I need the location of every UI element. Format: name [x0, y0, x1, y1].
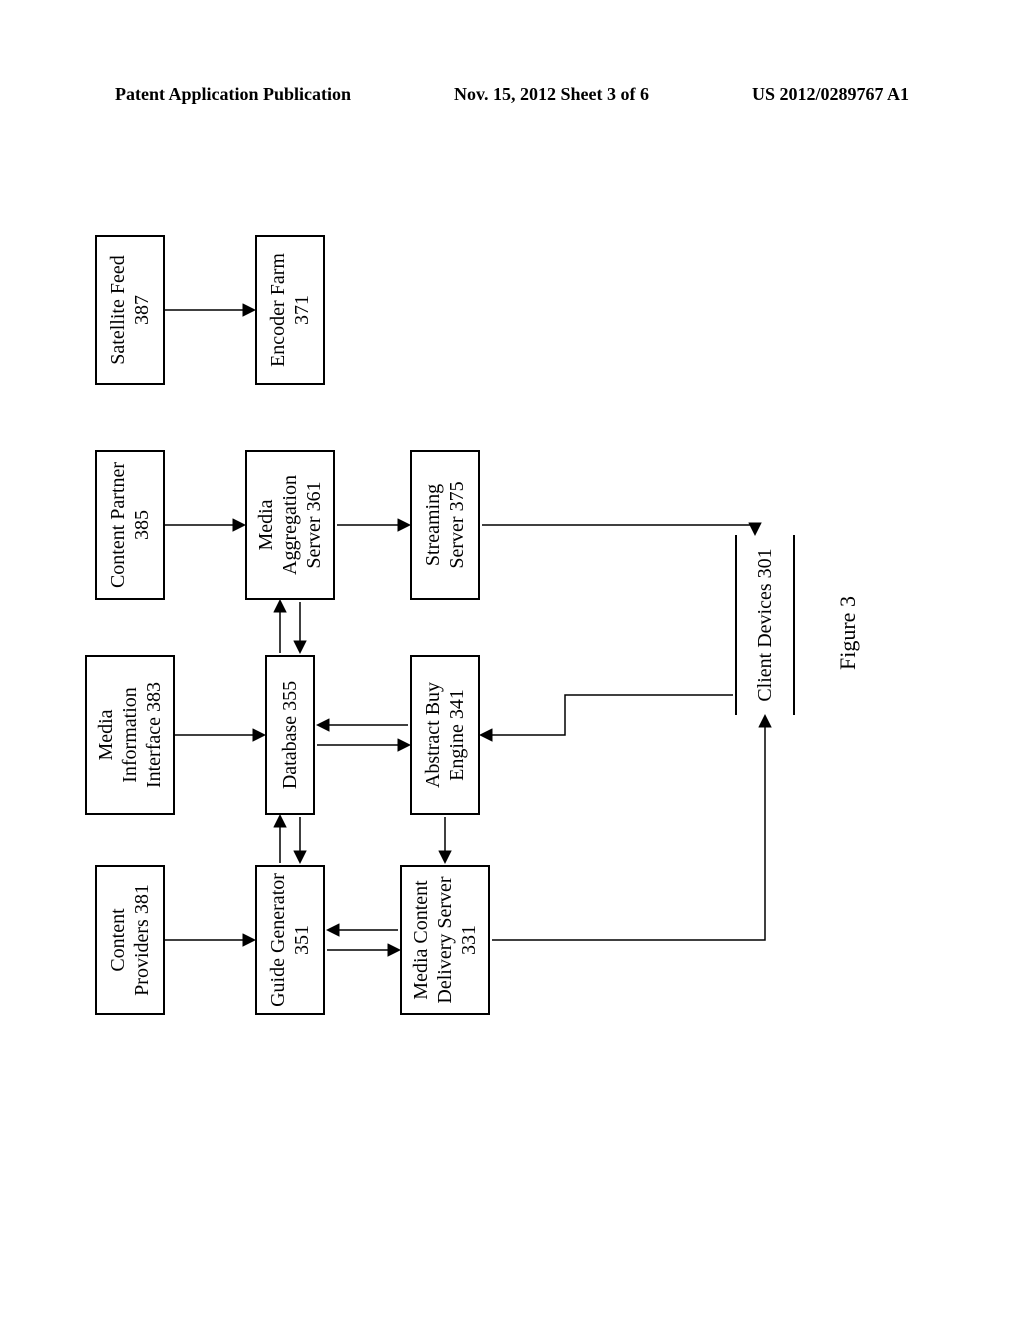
- header-left: Patent Application Publication: [115, 84, 351, 105]
- diagram: Content Providers 381 Media Information …: [65, 225, 965, 1025]
- edges: [65, 225, 965, 1025]
- header-right: US 2012/0289767 A1: [752, 84, 909, 105]
- header-center: Nov. 15, 2012 Sheet 3 of 6: [454, 84, 649, 105]
- page-header: Patent Application Publication Nov. 15, …: [115, 84, 909, 105]
